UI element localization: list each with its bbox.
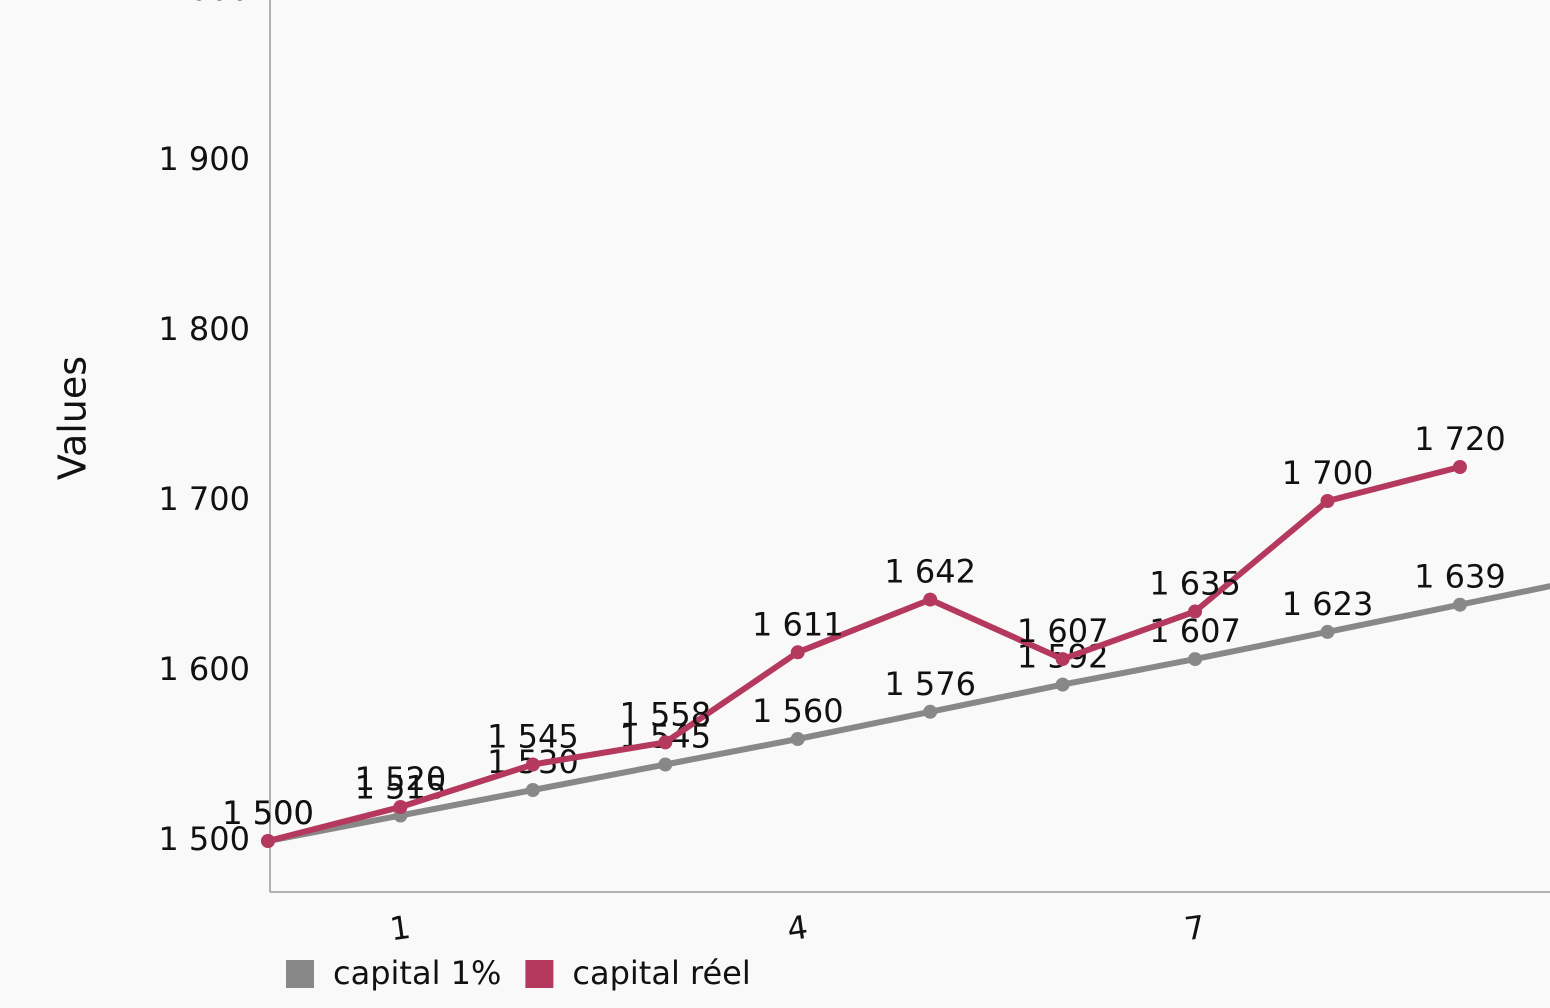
y-tick-label: 1 900 xyxy=(158,140,250,178)
point xyxy=(1055,677,1070,692)
data-label: 1 635 xyxy=(1149,565,1241,603)
data-label: 1 720 xyxy=(1414,420,1506,458)
y-tick-label: 1 700 xyxy=(158,480,250,518)
data-label: 1 607 xyxy=(1017,612,1109,650)
y-tick-label: 1 800 xyxy=(158,310,250,348)
point xyxy=(261,834,275,848)
data-label: 1 560 xyxy=(752,692,844,730)
y-tick-label: 1 600 xyxy=(158,650,250,688)
point xyxy=(923,704,938,719)
y-tick-label: 1 500 xyxy=(158,820,250,858)
data-label: 1 520 xyxy=(355,760,447,798)
point xyxy=(1452,597,1467,612)
data-label: 1 655 xyxy=(1547,531,1550,569)
data-label: 1 623 xyxy=(1282,585,1374,623)
y-axis-title: Values xyxy=(51,356,95,480)
point xyxy=(1055,652,1070,667)
data-label: 1 576 xyxy=(884,665,976,703)
data-label: 1 642 xyxy=(884,553,976,591)
legend-label: capital réel xyxy=(572,954,750,992)
point xyxy=(790,732,805,746)
point xyxy=(525,757,540,772)
y-tick-label: 2 000 xyxy=(158,0,250,8)
data-label: 1 500 xyxy=(222,794,314,832)
point xyxy=(393,800,408,814)
data-label: 1 500 xyxy=(222,794,314,832)
data-label: 1 611 xyxy=(752,605,844,643)
data-label: 1 558 xyxy=(620,695,712,733)
point xyxy=(525,783,540,797)
data-label: 1 700 xyxy=(1282,454,1374,492)
point xyxy=(1188,604,1203,619)
point xyxy=(790,645,805,660)
point xyxy=(1452,460,1467,474)
data-label: 1 545 xyxy=(487,718,579,756)
series-line xyxy=(267,464,1461,844)
legend-swatch xyxy=(286,960,314,988)
point xyxy=(1320,624,1335,639)
point xyxy=(1320,494,1335,508)
point xyxy=(1188,652,1203,667)
legend-label: capital 1% xyxy=(333,954,501,992)
point xyxy=(923,592,938,607)
point xyxy=(658,735,673,750)
point xyxy=(658,757,673,772)
legend-swatch xyxy=(525,960,554,988)
data-label: 1 639 xyxy=(1414,558,1506,596)
